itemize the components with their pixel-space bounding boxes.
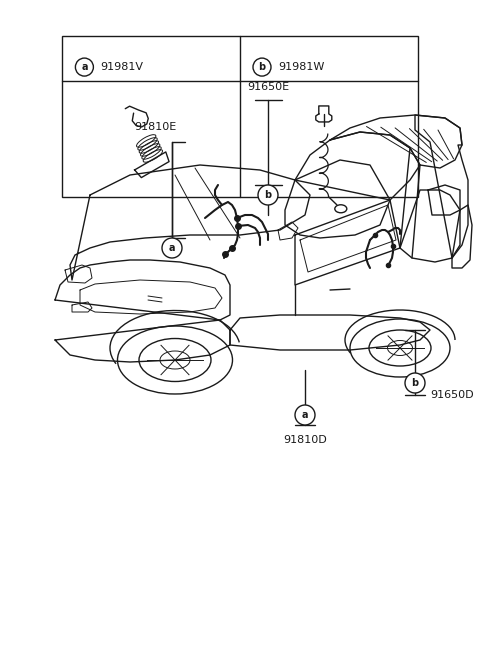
Text: 91650E: 91650E [247, 82, 289, 92]
Text: 91981W: 91981W [278, 62, 324, 72]
Text: 91650D: 91650D [430, 390, 474, 400]
Text: b: b [264, 190, 272, 200]
Circle shape [75, 58, 94, 76]
Text: b: b [258, 62, 265, 72]
Circle shape [295, 405, 315, 425]
Text: 91810D: 91810D [283, 435, 327, 445]
Text: a: a [302, 410, 308, 420]
Text: 91981V: 91981V [100, 62, 144, 72]
Circle shape [405, 373, 425, 393]
Text: 91810E: 91810E [134, 122, 176, 132]
Text: b: b [411, 378, 419, 388]
Circle shape [258, 185, 278, 205]
Text: a: a [169, 243, 175, 253]
Bar [62, 36, 418, 197]
Circle shape [162, 238, 182, 258]
Circle shape [253, 58, 271, 76]
Text: a: a [81, 62, 88, 72]
